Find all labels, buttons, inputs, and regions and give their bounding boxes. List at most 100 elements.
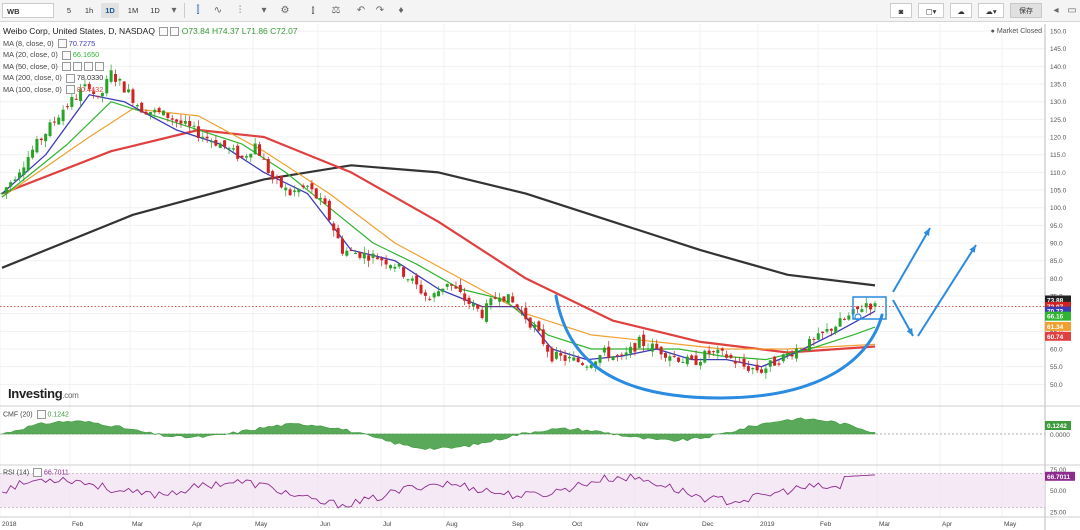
settings-box-icon[interactable] (159, 27, 169, 37)
candle-body (231, 148, 235, 150)
candle-body (162, 110, 166, 116)
x-tick-label: Mar (132, 521, 144, 528)
timeframe-5[interactable]: 5 (66, 6, 72, 15)
candle-body (57, 117, 61, 125)
projection-arrow-up-2 (917, 244, 977, 337)
rsi-tick-label: 75.00 (1050, 467, 1067, 474)
candle-body (196, 126, 200, 139)
settings-box-icon[interactable] (65, 85, 75, 95)
candle-body (61, 109, 65, 122)
cmf-legend[interactable]: CMF (20) 0.1242 (3, 410, 69, 419)
candle-body (380, 258, 384, 261)
cloud-load-icon[interactable]: ☁ (950, 3, 972, 18)
candle-body (581, 363, 585, 365)
candle-body (323, 198, 327, 204)
candle-body (275, 176, 279, 179)
candle-body (659, 346, 663, 355)
projection-arrow-down-head (906, 328, 913, 336)
price-label-box (1045, 331, 1071, 341)
price-label-box (1045, 295, 1071, 305)
price-label: 61.34 (1047, 324, 1064, 331)
settings-box-icon[interactable] (33, 468, 43, 477)
candle-body (297, 189, 301, 193)
y-tick-label: 125.0 (1050, 117, 1067, 124)
candle-body (533, 325, 537, 328)
candle-body (188, 121, 192, 127)
candle-body (0, 192, 4, 194)
ma20-legend[interactable]: MA (20, close, 0) 66.1650 (3, 49, 298, 61)
candle-body (646, 348, 650, 350)
candle-body (70, 96, 74, 107)
y-tick-label: 130.0 (1050, 99, 1067, 106)
fullscreen-icon[interactable]: ▭ (1067, 5, 1077, 16)
line-chart-icon[interactable]: ∿ (213, 5, 223, 16)
timeframe-1m[interactable]: 1M (127, 6, 139, 15)
y-tick-label: 80.0 (1050, 276, 1063, 283)
more-icon[interactable] (94, 62, 104, 72)
legend-title-row: Weibo Corp, United States, D, NASDAQ O73… (3, 26, 298, 38)
cloud-save-icon[interactable]: ☁▾ (978, 3, 1004, 18)
candle-body (742, 358, 746, 367)
gear-icon[interactable]: ⚙ (280, 5, 290, 16)
candle-body (856, 306, 860, 310)
undo-icon[interactable]: ↶ (356, 5, 366, 16)
compare-icon[interactable]: ⚖ (331, 5, 341, 16)
candle-body (607, 346, 611, 359)
candle-body (450, 284, 454, 286)
candle-body (690, 355, 694, 360)
marker-annotation (854, 313, 862, 321)
candle-body (153, 109, 157, 113)
redo-icon[interactable]: ↷ (375, 5, 385, 16)
x-tick-label: Aug (446, 521, 458, 528)
close-icon[interactable] (83, 62, 93, 72)
x-tick-label: Apr (942, 521, 953, 528)
layout-icon[interactable]: ▢▾ (918, 3, 944, 18)
candle-body (794, 348, 798, 359)
timeframe-1h[interactable]: 1h (84, 6, 94, 15)
candle-body (825, 328, 829, 332)
timeframe-dropdown[interactable]: 1D (150, 6, 160, 15)
ma200-legend[interactable]: MA (200, close, 0) 78.0330 (3, 72, 298, 84)
settings-box-icon[interactable] (36, 410, 46, 419)
candle-body (332, 223, 336, 231)
ma50-legend[interactable]: MA (50, close, 0) (3, 61, 298, 73)
settings-box-icon[interactable] (170, 27, 180, 37)
price-chart[interactable]: 50.055.060.065.070.075.080.085.090.095.0… (0, 22, 1080, 530)
settings-box-icon[interactable] (72, 62, 82, 72)
candle-body (65, 106, 69, 108)
candle-body (463, 293, 467, 301)
candle-body (755, 364, 759, 371)
save-button[interactable]: 保存 (1010, 3, 1042, 18)
candle-body (52, 121, 56, 123)
candle-body (720, 348, 724, 351)
chevron-down-icon[interactable]: ▾ (261, 5, 267, 16)
alert-bell-icon[interactable]: ♦ (398, 5, 404, 16)
ma8-legend[interactable]: MA (8, close, 0) 70.7275 (3, 38, 298, 50)
settings-box-icon[interactable] (61, 50, 71, 60)
indicators-icon[interactable]: ⫾ (311, 5, 315, 16)
ma100-legend[interactable]: MA (100, close, 0) 80.4432 (3, 84, 298, 96)
camera-icon[interactable]: ◙ (890, 3, 912, 18)
rsi-legend[interactable]: RSI (14) 66.7011 (3, 468, 69, 477)
collapse-icon[interactable]: ◂ (1053, 5, 1059, 16)
candle-body (384, 259, 388, 265)
candles-icon[interactable]: ⫿ (196, 5, 200, 16)
visibility-icon[interactable] (61, 62, 71, 72)
candle-body (271, 171, 275, 180)
candle-body (266, 159, 270, 173)
bars-icon[interactable]: ⫶ (238, 5, 242, 16)
candle-body (223, 140, 227, 147)
timeframe-1d[interactable]: 1D (101, 3, 119, 18)
candle-body (454, 286, 458, 289)
symbol-input[interactable]: WB (2, 3, 54, 18)
candle-body (725, 354, 729, 358)
settings-box-icon[interactable] (65, 73, 75, 83)
candle-body (340, 238, 344, 254)
settings-box-icon[interactable] (57, 39, 67, 49)
candle-body (306, 185, 310, 187)
high-value: H74.37 (211, 26, 240, 36)
chevron-down-icon[interactable]: ▾ (171, 5, 177, 16)
candle-body (869, 303, 873, 310)
candle-body (105, 78, 109, 94)
y-tick-label: 95.0 (1050, 223, 1063, 230)
